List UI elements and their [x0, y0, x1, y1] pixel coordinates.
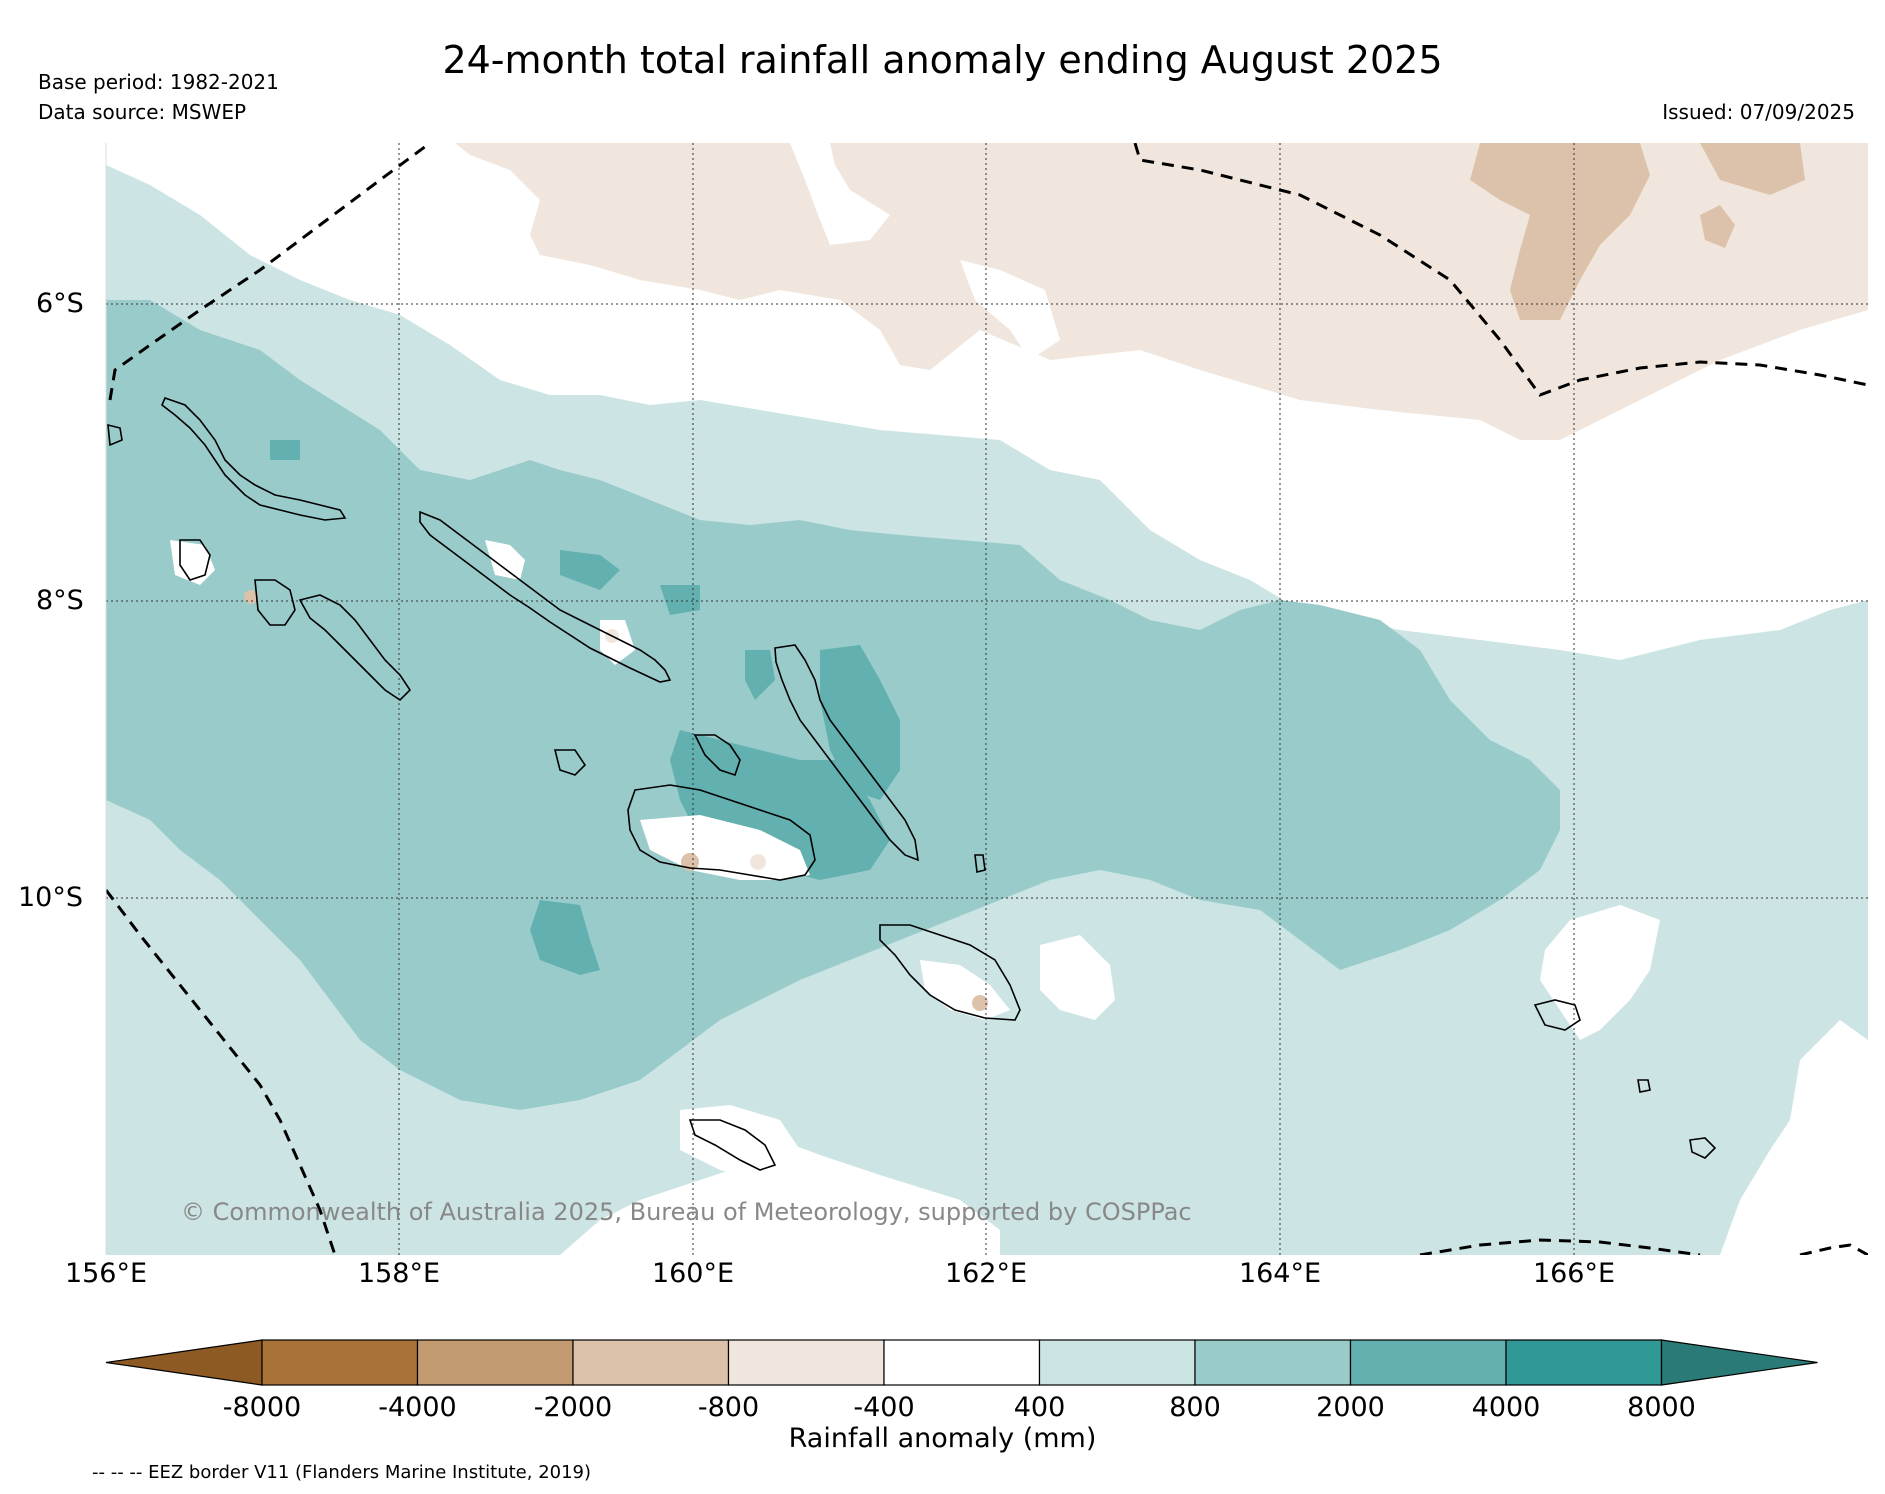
- island-shortland: [107, 423, 123, 447]
- island-tikopia: [1637, 1079, 1651, 1093]
- island-russell: [553, 749, 587, 776]
- island-vella-lavella: [179, 539, 211, 581]
- issued-date: Issued: 07/09/2025: [1662, 100, 1855, 124]
- neutral-gap-south-3: [680, 1105, 800, 1180]
- colorbar-cell: [261, 1339, 419, 1386]
- dry-anomaly-region-north: [455, 143, 1868, 440]
- map-title: 24-month total rainfall anomaly ending A…: [442, 38, 1443, 82]
- lon-label-160e: 160°E: [651, 1258, 735, 1289]
- island-malaita: [774, 644, 919, 862]
- island-new-georgia-2: [298, 594, 412, 702]
- colorbar-tick-label: -4000: [378, 1392, 457, 1423]
- wet-anomaly-dark-6: [745, 650, 775, 700]
- wet-anomaly-dark-3: [530, 900, 600, 975]
- lon-label-162e: 162°E: [944, 1258, 1028, 1289]
- colorbar-cell: [1505, 1339, 1663, 1386]
- lat-label-10s: 10°S: [18, 882, 83, 913]
- colorbar-cell: [416, 1339, 574, 1386]
- dry-spot-3: [972, 995, 988, 1011]
- eez-border-se: [1419, 1238, 1701, 1255]
- colorbar-cell: [727, 1339, 885, 1386]
- neutral-gap-north: [790, 143, 890, 245]
- wet-anomaly-dark-5: [270, 440, 300, 460]
- colorbar-tick-label: -800: [697, 1392, 760, 1423]
- base-period: Base period: 1982-2021: [38, 70, 279, 94]
- colorbar-tick-label: 4000: [1471, 1392, 1541, 1423]
- map-field: [106, 143, 1868, 1255]
- eez-border-sw: [106, 889, 337, 1255]
- colorbar-cell: [1038, 1339, 1196, 1386]
- eez-border-ne: [1133, 143, 1868, 397]
- island-choiseul: [161, 396, 347, 521]
- wet-anomaly-dark-2: [820, 645, 900, 800]
- island-makira: [879, 924, 1021, 1021]
- lon-label-166e: 166°E: [1532, 1258, 1616, 1289]
- lon-label-156e: 156°E: [64, 1258, 148, 1289]
- coastlines: [107, 396, 1717, 1171]
- colorbar-tick-label: 2000: [1316, 1392, 1385, 1423]
- neutral-gap-south: [1540, 905, 1660, 1040]
- copyright-credit: © Commonwealth of Australia 2025, Bureau…: [181, 1198, 1192, 1226]
- island-ulawa: [974, 854, 986, 873]
- eez-border-se-2: [1799, 1243, 1868, 1255]
- colorbar-cell: [1349, 1339, 1507, 1386]
- colorbar-tick-label: -2000: [533, 1392, 613, 1423]
- wet-anomaly-dark-7: [660, 585, 700, 615]
- colorbar-extend-low: [105, 1339, 263, 1386]
- island-new-georgia: [254, 579, 296, 626]
- dry-anomaly-patch-ne-3: [1700, 205, 1735, 248]
- colorbar-tick-label: 800: [1169, 1392, 1221, 1423]
- colorbar-tick-label: -8000: [222, 1392, 302, 1423]
- dry-anomaly-patch-ne: [1470, 143, 1650, 320]
- colorbar-tick-label: 8000: [1627, 1392, 1696, 1423]
- island-nggela: [693, 734, 741, 777]
- colorbar-cell: [572, 1339, 730, 1386]
- dry-spot-2: [750, 854, 766, 870]
- island-vanikoro: [1689, 1137, 1717, 1159]
- wet-anomaly-dark-4: [560, 550, 620, 590]
- colorbar-cells: [105, 1339, 1818, 1386]
- colorbar-label: Rainfall anomaly (mm): [788, 1423, 1097, 1454]
- island-santa-isabel: [419, 510, 672, 683]
- lat-label-6s: 6°S: [36, 288, 84, 319]
- island-rennell: [688, 1119, 777, 1171]
- neutral-gap-south-2: [1040, 935, 1115, 1020]
- colorbar-tick-label: -400: [853, 1392, 915, 1423]
- colorbar-cell: [1194, 1339, 1352, 1386]
- neutral-spot-2: [485, 540, 525, 580]
- neutral-spot-3: [170, 540, 215, 585]
- lon-label-164e: 164°E: [1238, 1258, 1322, 1289]
- colorbar-tick-label: 400: [1013, 1392, 1066, 1423]
- eez-borders: [106, 143, 1868, 1255]
- island-santa-cruz: [1533, 999, 1581, 1031]
- lat-label-8s: 8°S: [36, 585, 84, 616]
- island-guadalcanal: [627, 784, 816, 881]
- eez-legend-note: -- -- -- EEZ border V11 (Flanders Marine…: [92, 1462, 592, 1483]
- eez-border-nw: [108, 143, 431, 401]
- dry-anomaly-patch-ne-2: [1700, 143, 1805, 195]
- graticule: [106, 143, 1868, 1255]
- neutral-gap-north-2: [960, 260, 1060, 360]
- data-source: Data source: MSWEP: [38, 100, 247, 124]
- lon-label-158e: 158°E: [357, 1258, 441, 1289]
- colorbar-extend-high: [1660, 1339, 1818, 1386]
- colorbar-cell: [883, 1339, 1041, 1386]
